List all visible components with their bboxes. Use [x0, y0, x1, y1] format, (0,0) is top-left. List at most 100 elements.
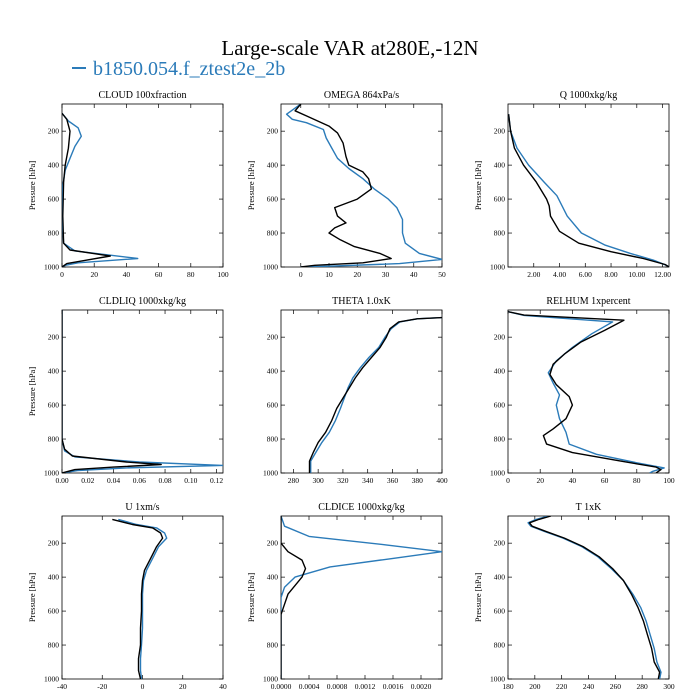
y-tick-label: 200	[267, 333, 279, 342]
x-tick-label: 0.0012	[355, 682, 376, 691]
x-tick-label: 20	[90, 270, 98, 279]
x-tick-label: 240	[583, 682, 595, 691]
panel-title: CLDICE 1000xkg/kg	[318, 502, 404, 513]
y-tick-label: 600	[267, 607, 279, 616]
y-tick-label: 800	[48, 229, 60, 238]
panel-title: THETA 1.0xK	[332, 296, 391, 307]
x-tick-label: 20	[179, 682, 187, 691]
series-line-control	[294, 104, 392, 267]
series-line-test	[508, 311, 665, 473]
x-tick-label: 100	[217, 270, 229, 279]
y-axis-label: Pressure [hPa]	[473, 573, 483, 623]
series-line-test	[285, 104, 442, 267]
series-line-control	[62, 112, 111, 267]
y-tick-label: 400	[494, 161, 506, 170]
plot-frame	[61, 309, 224, 474]
x-tick-label: -20	[97, 682, 107, 691]
y-tick-label: 600	[48, 607, 60, 616]
y-tick-label: 1000	[490, 469, 505, 478]
series-line-control	[308, 316, 442, 473]
y-tick-label: 200	[494, 127, 506, 136]
y-tick-label: 800	[267, 435, 279, 444]
x-tick-label: 360	[387, 476, 399, 485]
y-tick-label: 200	[267, 539, 279, 548]
y-tick-label: 200	[267, 127, 279, 136]
x-tick-label: 300	[663, 682, 675, 691]
panel-title: CLDLIQ 1000xkg/kg	[99, 296, 186, 307]
x-tick-label: 0.0016	[383, 682, 404, 691]
y-axis-label: Pressure [hPa]	[27, 161, 37, 211]
y-tick-label: 800	[494, 435, 506, 444]
plot-frame	[280, 515, 443, 680]
y-tick-label: 800	[494, 641, 506, 650]
page-title: Large-scale VAR at280E,-12N	[221, 36, 479, 60]
y-axis-label: Pressure [hPa]	[246, 161, 256, 211]
x-tick-label: 8.00	[604, 270, 617, 279]
legend-label: b1850.054.f_ztest2e_2b	[93, 58, 286, 80]
y-tick-label: 1000	[44, 263, 59, 272]
x-tick-label: 0.0008	[327, 682, 348, 691]
x-tick-label: 0.0000	[271, 682, 292, 691]
series-line-control	[508, 114, 669, 267]
y-tick-label: 1000	[263, 675, 278, 684]
x-tick-label: -40	[57, 682, 67, 691]
y-tick-label: 1000	[490, 263, 505, 272]
y-tick-label: 1000	[490, 675, 505, 684]
x-tick-label: 340	[362, 476, 374, 485]
series-line-test	[281, 516, 442, 679]
panel-title: OMEGA 864xPa/s	[324, 90, 399, 101]
x-tick-label: 0.0004	[299, 682, 320, 691]
y-tick-label: 200	[48, 127, 60, 136]
series-line-control	[508, 311, 662, 473]
y-tick-label: 800	[494, 229, 506, 238]
x-tick-label: 2.00	[527, 270, 540, 279]
x-tick-label: 60	[601, 476, 609, 485]
legend-swatch	[72, 67, 86, 70]
y-tick-label: 1000	[44, 469, 59, 478]
y-axis-label: Pressure [hPa]	[27, 573, 37, 623]
y-axis-label: Pressure [hPa]	[246, 573, 256, 623]
series-line-control	[281, 516, 307, 679]
y-tick-label: 200	[48, 539, 60, 548]
y-tick-label: 400	[267, 573, 279, 582]
legend: b1850.054.f_ztest2e_2b	[72, 58, 285, 81]
series-line-test	[527, 516, 662, 679]
y-tick-label: 200	[48, 333, 60, 342]
x-tick-label: 280	[637, 682, 649, 691]
y-tick-label: 800	[267, 641, 279, 650]
y-tick-label: 400	[48, 573, 60, 582]
series-line-test	[62, 310, 223, 473]
x-tick-label: 40	[123, 270, 131, 279]
series-line-control	[112, 518, 164, 679]
y-tick-label: 200	[494, 333, 506, 342]
x-tick-label: 0.04	[107, 476, 120, 485]
x-tick-label: 40	[410, 270, 418, 279]
series-line-control	[528, 516, 661, 679]
y-tick-label: 400	[48, 367, 60, 376]
x-tick-label: 220	[556, 682, 568, 691]
y-tick-label: 600	[267, 195, 279, 204]
y-tick-label: 800	[48, 435, 60, 444]
y-axis-label: Pressure [hPa]	[473, 161, 483, 211]
x-tick-label: 10	[325, 270, 333, 279]
x-tick-label: 0.0020	[411, 682, 432, 691]
x-tick-label: 260	[610, 682, 622, 691]
y-tick-label: 400	[267, 367, 279, 376]
x-tick-label: 320	[337, 476, 349, 485]
y-tick-label: 400	[48, 161, 60, 170]
y-tick-label: 400	[494, 367, 506, 376]
x-tick-label: 280	[288, 476, 300, 485]
x-tick-label: 100	[663, 476, 675, 485]
x-tick-label: 0.00	[55, 476, 68, 485]
plot-frame	[507, 515, 670, 680]
series-line-test	[310, 316, 442, 473]
x-tick-label: 20	[354, 270, 362, 279]
y-tick-label: 600	[494, 195, 506, 204]
x-tick-label: 400	[436, 476, 448, 485]
x-tick-label: 300	[313, 476, 325, 485]
x-tick-label: 6.00	[579, 270, 592, 279]
panel-title: Q 1000xkg/kg	[560, 90, 618, 101]
